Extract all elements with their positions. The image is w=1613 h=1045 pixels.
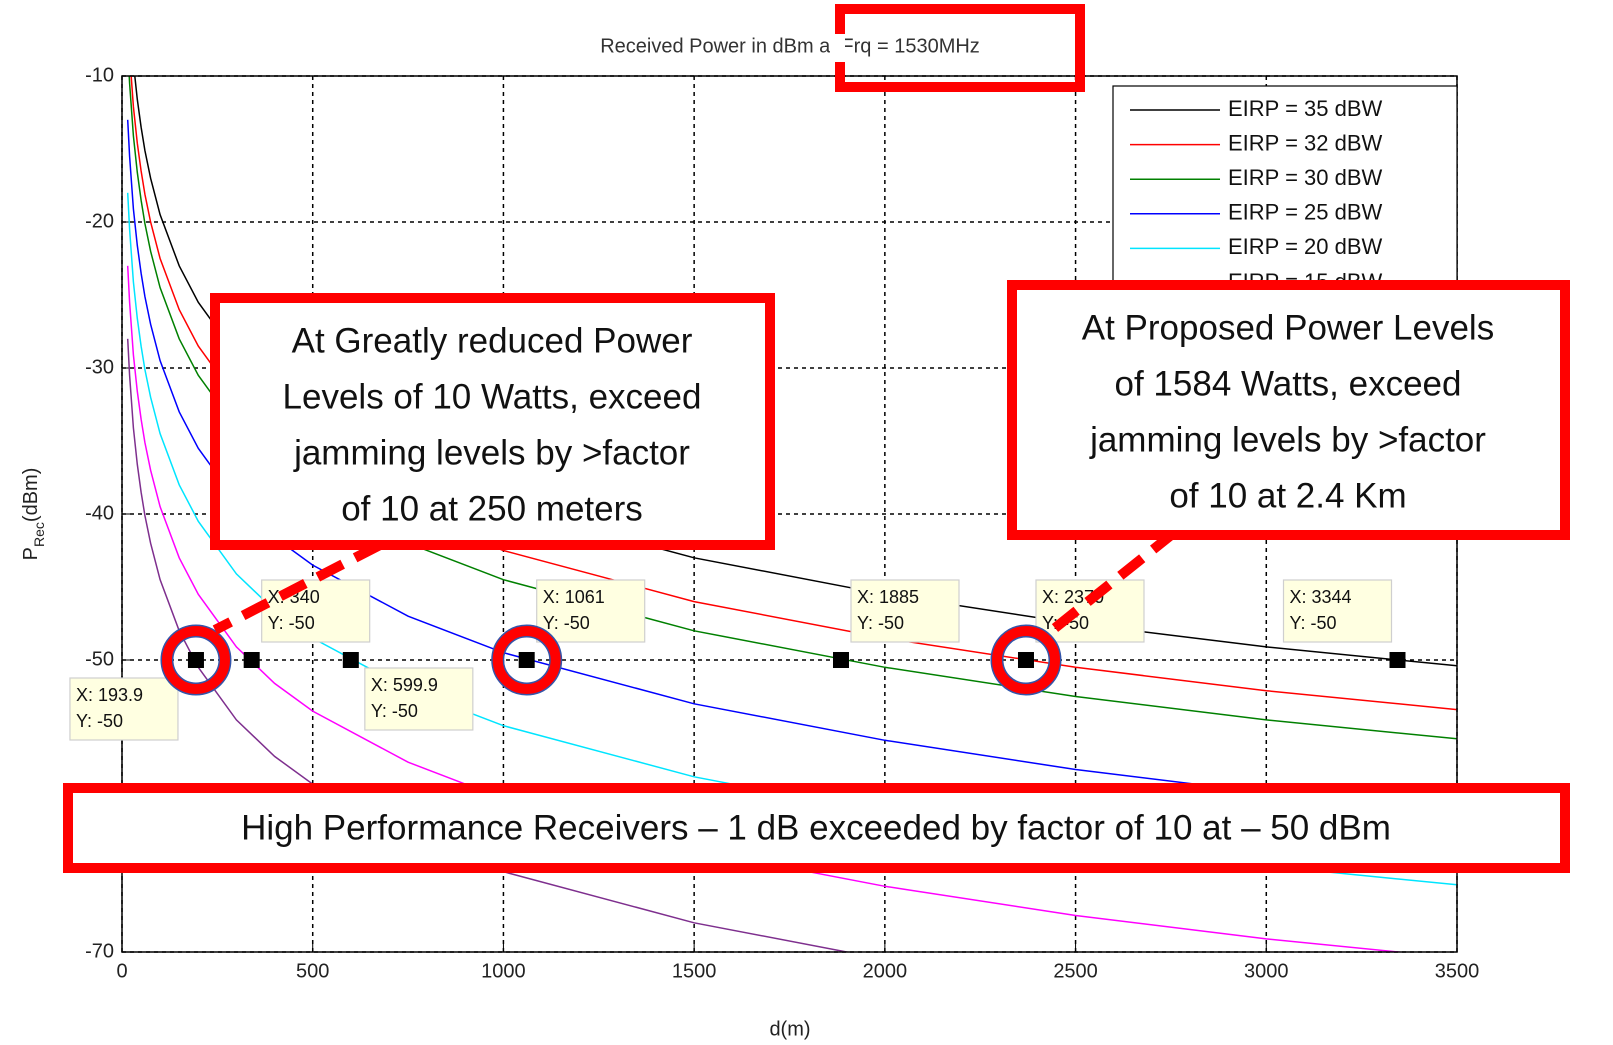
x-tick-label: 0 — [116, 960, 127, 982]
datatip-y: Y: -50 — [857, 613, 904, 633]
datatip-x: X: 1061 — [543, 587, 605, 607]
annotation-box — [210, 293, 775, 550]
datatip-y: Y: -50 — [1289, 613, 1336, 633]
annotation-text: At Proposed Power Levels — [1082, 308, 1494, 347]
x-tick-label: 1000 — [481, 960, 526, 982]
datatip-y: Y: -50 — [371, 701, 418, 721]
connector — [212, 540, 383, 635]
datatip-box — [261, 579, 371, 643]
annotation-text: of 10 at 250 meters — [341, 489, 643, 528]
y-axis-label: PRec(dBm) — [20, 468, 46, 561]
annotation-text: jamming levels by >factor — [293, 433, 690, 472]
datatip-marker — [518, 652, 535, 668]
y-tick-label: -40 — [85, 502, 114, 524]
highlight-ring-inner — [492, 626, 561, 694]
legend-label: EIRP = 32 dBW — [1228, 130, 1383, 155]
datatip-marker — [1389, 652, 1406, 668]
annotation-text: At Greatly reduced Power — [292, 321, 693, 360]
x-tick-label: 2500 — [1053, 960, 1098, 982]
annotation-box — [1007, 280, 1570, 540]
legend-label: EIRP = 20 dBW — [1228, 234, 1383, 259]
datatip-x: X: 3344 — [1289, 587, 1351, 607]
y-tick-label: -20 — [85, 210, 114, 232]
datatip-y: Y: -50 — [268, 613, 315, 633]
legend-label: EIRP = 25 dBW — [1228, 200, 1383, 225]
x-tick-label: 3000 — [1244, 960, 1289, 982]
datatip-x: X: 193.9 — [76, 685, 143, 705]
annotation-text: Levels of 10 Watts, exceed — [283, 377, 702, 416]
datatip-marker — [187, 652, 204, 668]
datatip-box — [1035, 579, 1145, 643]
chart-title: Received Power in dBm at Frq = 1530MHz — [600, 35, 980, 57]
datatip-box — [1282, 579, 1393, 643]
datatip-y: Y: -50 — [543, 613, 590, 633]
annotation-text: of 1584 Watts, exceed — [1115, 364, 1462, 403]
highlight-ring-inner — [161, 626, 230, 694]
y-axis-label-main: P — [20, 547, 42, 560]
x-tick-label: 1500 — [672, 960, 717, 982]
datatip-box — [364, 667, 474, 731]
curve — [126, 265, 1407, 952]
datatip-marker — [832, 652, 849, 668]
y-tick-label: -30 — [85, 356, 114, 378]
y-tick-label: -70 — [85, 940, 114, 962]
connector — [1051, 528, 1179, 632]
datatip-marker — [243, 652, 260, 668]
title-mask — [830, 34, 845, 62]
annotation-box — [63, 783, 1570, 873]
x-tick-label: 500 — [296, 960, 329, 982]
y-tick-label: -10 — [85, 64, 114, 86]
datatip-box — [850, 579, 960, 643]
y-axis-label-sub: Rec — [31, 522, 47, 547]
y-axis-label-unit: (dBm) — [20, 468, 42, 522]
annotation-text: High Performance Receivers – 1 dB exceed… — [241, 808, 1391, 847]
highlight-ring-inner — [991, 626, 1060, 694]
curve — [126, 338, 851, 952]
x-axis-label: d(m) — [769, 1018, 810, 1040]
y-tick-label: -50 — [85, 648, 114, 670]
legend-label: EIRP = 30 dBW — [1228, 165, 1383, 190]
x-tick-label: 3500 — [1435, 960, 1480, 982]
datatip-x: X: 599.9 — [371, 675, 438, 695]
annotation-text: of 10 at 2.4 Km — [1169, 476, 1406, 515]
datatip-marker — [1017, 652, 1034, 668]
datatip-marker — [342, 652, 359, 668]
annotation-text: jamming levels by >factor — [1089, 420, 1486, 459]
datatip-box — [69, 677, 179, 741]
datatip-y: Y: -50 — [76, 711, 123, 731]
x-tick-label: 2000 — [863, 960, 908, 982]
datatip-x: X: 1885 — [857, 587, 919, 607]
datatip-box — [536, 579, 646, 643]
legend-label: EIRP = 35 dBW — [1228, 96, 1383, 121]
